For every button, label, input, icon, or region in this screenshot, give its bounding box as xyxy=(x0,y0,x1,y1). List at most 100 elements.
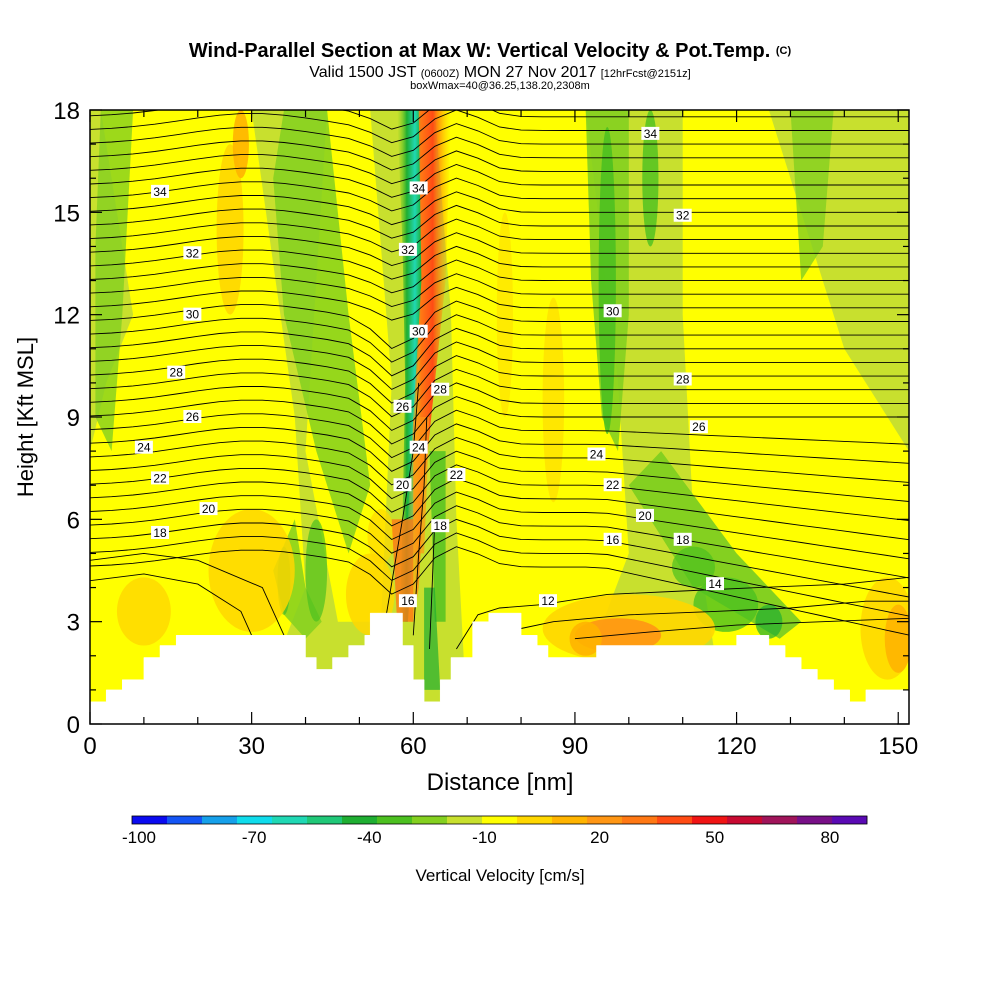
velocity-region xyxy=(424,587,441,690)
x-tick-label: 120 xyxy=(717,733,757,760)
theta-label: 20 xyxy=(199,502,218,516)
theta-contour xyxy=(574,617,909,640)
colorbar-swatch xyxy=(622,816,658,824)
theta-label: 16 xyxy=(398,594,417,608)
theta-label-box xyxy=(673,208,692,222)
colorbar-swatch xyxy=(342,816,378,824)
theta-label-text: 22 xyxy=(450,468,464,482)
theta-contour xyxy=(90,396,909,445)
theta-label-box xyxy=(393,399,412,413)
theta-label-text: 26 xyxy=(186,410,200,424)
colorbar-swatch xyxy=(237,816,273,824)
theta-label-text: 32 xyxy=(401,243,415,257)
theta-contour xyxy=(90,382,909,431)
colorbar-tick-label: 20 xyxy=(590,828,609,847)
theta-contour xyxy=(90,437,909,486)
theta-label: 34 xyxy=(641,126,660,141)
theta-contour xyxy=(90,110,909,144)
y-tick-label: 0 xyxy=(67,712,80,739)
theta-label: 18 xyxy=(431,519,450,533)
theta-contours xyxy=(90,110,909,650)
theta-label-text: 14 xyxy=(708,577,722,591)
theta-label-box xyxy=(673,532,692,546)
theta-contour xyxy=(90,505,909,579)
x-tick-label: 30 xyxy=(238,733,265,760)
terrain xyxy=(90,612,909,724)
colorbar: -100 -70 -40 -10 20 50 80 xyxy=(122,815,868,847)
y-tick-label: 3 xyxy=(67,610,80,637)
colorbar-swatch xyxy=(307,816,343,824)
theta-contour xyxy=(90,491,909,560)
y-tick-label: 6 xyxy=(67,507,80,534)
theta-label-text: 30 xyxy=(186,308,200,322)
theta-contour xyxy=(90,464,909,522)
colorbar-swatch xyxy=(797,816,833,824)
colorbar-swatch xyxy=(272,816,308,824)
theta-label-box xyxy=(151,471,170,485)
velocity-region xyxy=(216,144,244,315)
theta-label-box xyxy=(398,594,417,608)
theta-contour xyxy=(90,273,909,307)
velocity-region xyxy=(790,110,834,281)
theta-label: 14 xyxy=(706,577,725,591)
colorbar-swatch xyxy=(832,816,868,824)
colorbar-swatch xyxy=(552,816,588,824)
colorbar-label: Vertical Velocity [cm/s] xyxy=(415,866,584,885)
colorbar-swatch xyxy=(517,816,553,824)
velocity-region xyxy=(429,451,446,622)
theta-label-box xyxy=(603,478,622,492)
theta-contour xyxy=(90,327,909,377)
theta-label-box xyxy=(183,410,202,423)
theta-contour xyxy=(90,314,909,363)
velocity-region xyxy=(569,621,602,656)
theta-contour xyxy=(90,300,909,350)
colorbar-swatch xyxy=(692,816,728,824)
theta-contour xyxy=(90,191,909,226)
colorbar-swatch xyxy=(202,816,238,824)
theta-labels: 34 34 34 32 32 32 30 30 30 28 28 28 26 26 26 24 24 24 22 22… xyxy=(134,126,725,608)
colorbar-swatch xyxy=(727,816,763,824)
theta-label: 34 xyxy=(151,184,170,199)
colorbar-swatch xyxy=(762,816,798,824)
theta-label-box xyxy=(409,324,428,338)
velocity-region xyxy=(305,519,328,622)
theta-contour xyxy=(90,341,909,390)
theta-contour xyxy=(90,204,909,239)
theta-label-box xyxy=(151,184,170,198)
chart-subtitle: Valid 1500 JST (0600Z) MON 27 Nov 2017 [… xyxy=(309,64,690,81)
theta-label-box xyxy=(587,447,606,461)
colorbar-swatch xyxy=(412,816,448,824)
theta-label-text: 28 xyxy=(170,366,184,380)
theta-contour xyxy=(90,546,909,636)
theta-label-text: 16 xyxy=(606,533,620,547)
theta-label: 32 xyxy=(183,246,202,260)
theta-label-box xyxy=(151,525,170,539)
theta-label-box xyxy=(641,126,660,140)
theta-label-text: 26 xyxy=(396,400,410,414)
theta-label-text: 24 xyxy=(137,441,151,455)
colorbar-swatch xyxy=(482,816,518,824)
theta-label-text: 28 xyxy=(676,372,690,386)
colorbar-swatch xyxy=(167,816,203,824)
theta-label-text: 22 xyxy=(153,471,167,485)
theta-label-box xyxy=(183,307,202,321)
theta-label-box xyxy=(393,478,412,492)
y-tick-label: 9 xyxy=(67,405,80,432)
theta-contour xyxy=(90,232,909,266)
theta-label: 30 xyxy=(409,324,428,339)
theta-contour xyxy=(90,477,909,541)
theta-label-text: 16 xyxy=(401,594,415,608)
theta-label-text: 30 xyxy=(606,304,620,318)
velocity-region xyxy=(273,110,371,554)
theta-label: 26 xyxy=(393,399,412,414)
theta-label-box xyxy=(673,372,692,386)
axes: 0 30 60 90 120 150 0 3 6 9 12 15 18 xyxy=(53,98,918,760)
colorbar-frame xyxy=(131,815,868,825)
theta-label-box xyxy=(134,440,153,454)
theta-label-box xyxy=(706,577,725,591)
theta-label-text: 34 xyxy=(644,127,658,141)
theta-label-text: 24 xyxy=(590,448,604,462)
theta-contour xyxy=(90,450,909,502)
theta-label: 30 xyxy=(603,304,622,318)
